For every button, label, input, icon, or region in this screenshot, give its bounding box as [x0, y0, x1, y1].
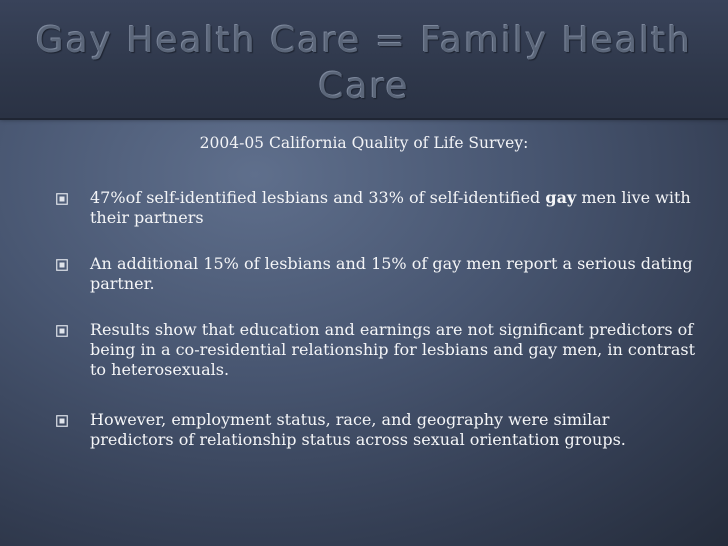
bullet-bold-text: gay	[545, 188, 577, 207]
square-bullet-icon	[56, 415, 68, 427]
title-divider	[0, 118, 728, 120]
square-bullet-icon	[56, 193, 68, 205]
square-bullet-icon	[56, 259, 68, 271]
bullet-text: 47%of self-identified lesbians and 33% o…	[90, 188, 546, 207]
bullet-item-3: Results show that education and earnings…	[56, 320, 696, 380]
slide-title: Gay Health Care = Family Health Care	[35, 20, 693, 107]
slide-subtitle: 2004-05 California Quality of Life Surve…	[199, 134, 529, 152]
title-bar	[0, 0, 728, 118]
bullet-item-1: 47%of self-identified lesbians and 33% o…	[56, 188, 696, 228]
bullet-list: 47%of self-identified lesbians and 33% o…	[56, 188, 696, 476]
bullet-text: An additional 15% of lesbians and 15% of…	[90, 254, 693, 293]
bullet-text: However, employment status, race, and ge…	[90, 410, 626, 449]
bullet-text: men live with their partners	[90, 188, 691, 227]
square-bullet-icon	[56, 325, 68, 337]
bullet-item-4: However, employment status, race, and ge…	[56, 410, 696, 450]
bullet-item-2: An additional 15% of lesbians and 15% of…	[56, 254, 696, 294]
bullet-text: Results show that education and earnings…	[90, 320, 696, 379]
